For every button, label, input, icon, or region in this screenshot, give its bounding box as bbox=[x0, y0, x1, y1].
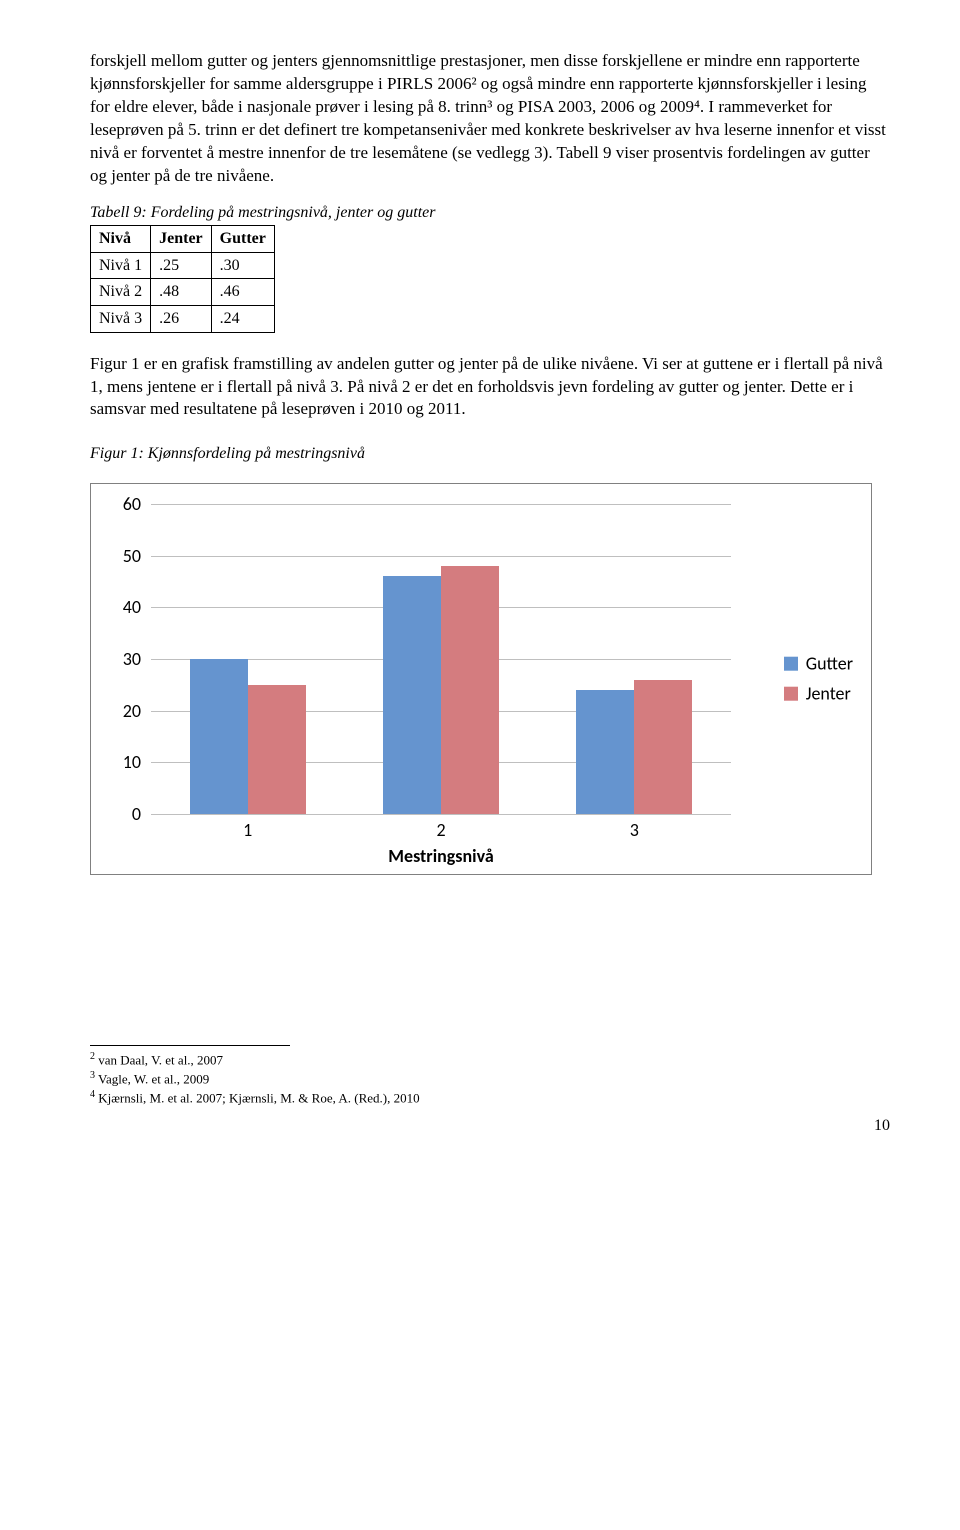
figure1-chart: Mestringsnivå 0 10 20 30 40 50 60 1 2 3 Gutter Jen… bbox=[90, 483, 872, 875]
table9-cell: .25 bbox=[151, 252, 212, 279]
chart-y-tick-label: 50 bbox=[111, 544, 141, 568]
footnote-2: 2 van Daal, V. et al., 2007 bbox=[90, 1050, 890, 1069]
chart-y-tick-label: 10 bbox=[111, 750, 141, 774]
footnote-4-text: Kjærnsli, M. et al. 2007; Kjærnsli, M. &… bbox=[98, 1090, 419, 1105]
paragraph-figure: Figur 1 er en grafisk framstilling av an… bbox=[90, 353, 890, 422]
legend-label: Jenter bbox=[806, 682, 851, 706]
table9-cell: .48 bbox=[151, 279, 212, 306]
footnote-4: 4 Kjærnsli, M. et al. 2007; Kjærnsli, M.… bbox=[90, 1088, 890, 1107]
table9-col-0: Nivå bbox=[91, 226, 151, 253]
table9-cell: Nivå 2 bbox=[91, 279, 151, 306]
table9-caption: Tabell 9: Fordeling på mestringsnivå, je… bbox=[90, 202, 890, 224]
chart-bar bbox=[634, 680, 692, 814]
legend-item: Gutter bbox=[784, 652, 853, 676]
table-row: Nivå 2 .48 .46 bbox=[91, 279, 275, 306]
chart-bar bbox=[441, 566, 499, 814]
footnote-3-text: Vagle, W. et al., 2009 bbox=[98, 1071, 209, 1086]
chart-legend: Gutter Jenter bbox=[784, 646, 853, 713]
legend-label: Gutter bbox=[806, 652, 853, 676]
table9-cell: .24 bbox=[211, 306, 274, 333]
chart-x-tick-label: 2 bbox=[436, 818, 445, 842]
table9-cell: .30 bbox=[211, 252, 274, 279]
table-row: Nivå 1 .25 .30 bbox=[91, 252, 275, 279]
chart-bar bbox=[383, 576, 441, 814]
figure1-caption: Figur 1: Kjønnsfordeling på mestringsniv… bbox=[90, 443, 890, 465]
chart-gridline bbox=[151, 504, 731, 505]
chart-gridline bbox=[151, 556, 731, 557]
chart-y-tick-label: 20 bbox=[111, 699, 141, 723]
table9-cell: .26 bbox=[151, 306, 212, 333]
chart-x-title: Mestringsnivå bbox=[388, 844, 493, 868]
footnote-3: 3 Vagle, W. et al., 2009 bbox=[90, 1069, 890, 1088]
table9-cell: Nivå 3 bbox=[91, 306, 151, 333]
chart-x-tick-label: 1 bbox=[243, 818, 252, 842]
page-number: 10 bbox=[90, 1115, 890, 1137]
chart-y-tick-label: 30 bbox=[111, 647, 141, 671]
chart-bar bbox=[576, 690, 634, 814]
chart-y-tick-label: 60 bbox=[111, 492, 141, 516]
chart-y-tick-label: 0 bbox=[111, 802, 141, 826]
chart-x-tick-label: 3 bbox=[630, 818, 639, 842]
legend-swatch-icon bbox=[784, 687, 798, 701]
table-row: Nivå 3 .26 .24 bbox=[91, 306, 275, 333]
paragraph-intro: forskjell mellom gutter og jenters gjenn… bbox=[90, 50, 890, 188]
chart-gridline bbox=[151, 814, 731, 815]
legend-swatch-icon bbox=[784, 657, 798, 671]
table9: Nivå Jenter Gutter Nivå 1 .25 .30 Nivå 2… bbox=[90, 225, 275, 332]
table9-cell: .46 bbox=[211, 279, 274, 306]
legend-item: Jenter bbox=[784, 682, 853, 706]
table9-cell: Nivå 1 bbox=[91, 252, 151, 279]
chart-bar bbox=[190, 659, 248, 814]
chart-y-tick-label: 40 bbox=[111, 595, 141, 619]
table9-col-2: Gutter bbox=[211, 226, 274, 253]
footnote-rule bbox=[90, 1045, 290, 1046]
chart-bar bbox=[248, 685, 306, 814]
footnote-2-text: van Daal, V. et al., 2007 bbox=[98, 1052, 223, 1067]
table9-col-1: Jenter bbox=[151, 226, 212, 253]
